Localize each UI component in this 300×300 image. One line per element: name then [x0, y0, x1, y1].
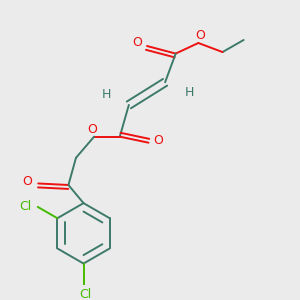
Text: O: O: [88, 123, 98, 136]
Text: O: O: [132, 37, 142, 50]
Text: H: H: [101, 88, 111, 101]
Text: H: H: [184, 86, 194, 99]
Text: Cl: Cl: [79, 288, 91, 300]
Text: O: O: [153, 134, 163, 147]
Text: O: O: [22, 176, 32, 188]
Text: Cl: Cl: [20, 200, 32, 213]
Text: O: O: [195, 29, 205, 42]
